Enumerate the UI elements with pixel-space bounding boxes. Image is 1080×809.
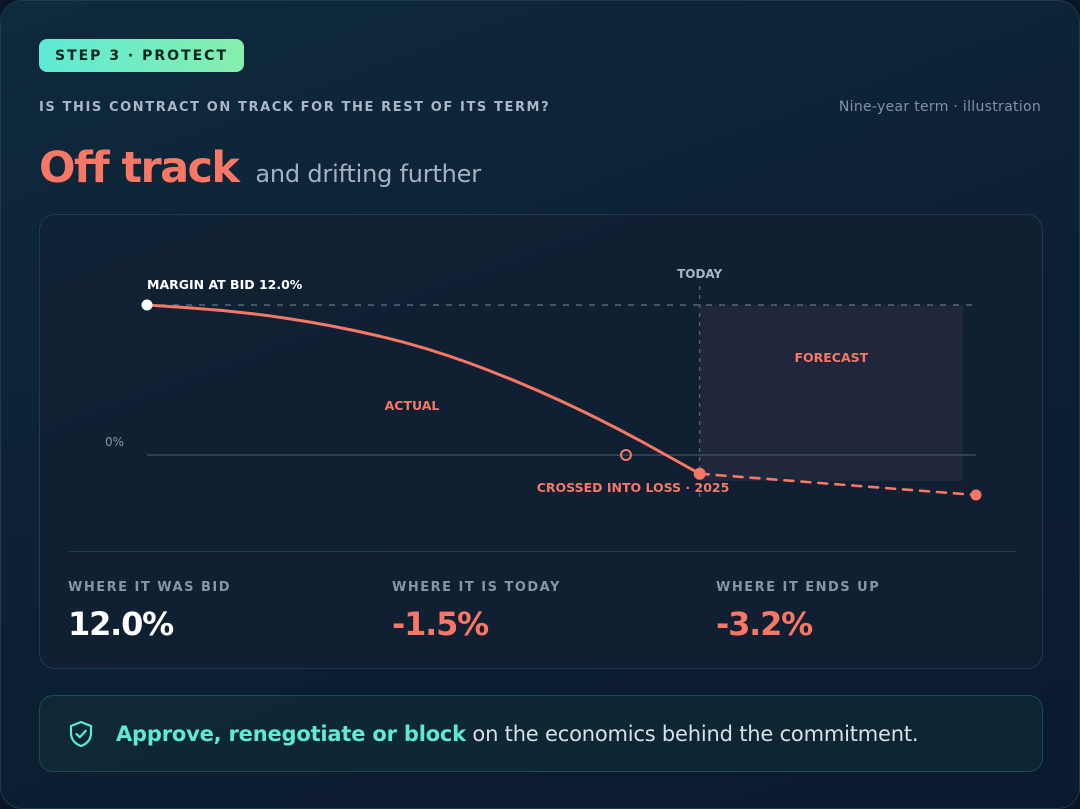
stat-today: WHERE IT IS TODAY -1.5% — [392, 580, 561, 643]
stat-end-value: -3.2% — [716, 605, 813, 643]
callout-rest: on the economics behind the commitment. — [465, 721, 919, 746]
shield-check-icon — [69, 720, 93, 747]
margin-chart: TODAY 0% MARGIN AT BID 12.0% FORECAST AC… — [105, 267, 982, 502]
stat-today-value: -1.5% — [392, 605, 489, 643]
forecast-end-point — [970, 489, 982, 501]
callout-message: Approve, renegotiate or block on the eco… — [116, 721, 919, 746]
term-note: Nine-year term · illustration — [838, 99, 1041, 115]
bid-start-point — [141, 299, 153, 311]
forecast-region — [699, 305, 963, 481]
forecast-label: FORECAST — [794, 350, 868, 365]
bid-label: MARGIN AT BID 12.0% — [147, 277, 303, 292]
stat-end-label: WHERE IT ENDS UP — [716, 580, 881, 595]
loss-crossing-label: CROSSED INTO LOSS · 2025 — [537, 480, 730, 495]
callout-highlight: Approve, renegotiate or block — [116, 721, 466, 746]
stat-bid-label: WHERE IT WAS BID — [68, 580, 231, 595]
status-subtext: and drifting further — [255, 160, 481, 188]
status-text: Off track — [39, 143, 240, 193]
stat-today-label: WHERE IT IS TODAY — [392, 580, 561, 595]
actual-series-line — [145, 303, 702, 476]
chart-panel: TODAY 0% MARGIN AT BID 12.0% FORECAST AC… — [39, 214, 1043, 669]
stat-end: WHERE IT ENDS UP -3.2% — [716, 580, 880, 643]
stats-divider — [68, 551, 1016, 552]
stat-bid: WHERE IT WAS BID 12.0% — [68, 580, 231, 643]
today-point — [693, 467, 706, 480]
zero-tick-label: 0% — [105, 435, 124, 449]
action-callout: Approve, renegotiate or block on the eco… — [39, 695, 1043, 772]
zero-crossing-point — [619, 449, 632, 461]
step-badge: STEP 3 · PROTECT — [39, 39, 244, 72]
stat-bid-value: 12.0% — [68, 605, 174, 643]
today-label: TODAY — [677, 267, 722, 281]
question-label: IS THIS CONTRACT ON TRACK FOR THE REST O… — [39, 100, 551, 115]
headline: Off track and drifting further — [39, 143, 481, 193]
forecast-series-line — [698, 472, 978, 497]
actual-label: ACTUAL — [385, 398, 440, 413]
